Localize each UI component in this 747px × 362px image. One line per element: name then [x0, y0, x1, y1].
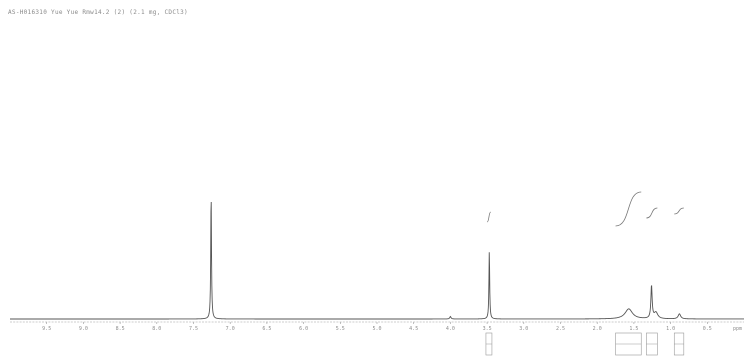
spectrum-title: AS-H016310 Yue Yue Rmw14.2 (2) (2.1 mg, … [8, 9, 188, 16]
x-tick-label: 6.5 [262, 326, 271, 332]
x-tick-label: 4.0 [446, 326, 455, 332]
x-tick-label: 3.5 [483, 326, 492, 332]
x-tick-label: 7.5 [189, 326, 198, 332]
x-tick-label: 5.0 [372, 326, 381, 332]
x-tick-label: 7.0 [226, 326, 235, 332]
x-tick-label: 6.0 [299, 326, 308, 332]
integral-curve [615, 191, 642, 227]
x-tick-label: 2.0 [593, 326, 602, 332]
spectrum-trace [10, 202, 744, 320]
x-tick-label: 4.5 [409, 326, 418, 332]
integral-curve [646, 207, 658, 219]
x-tick-label: 8.0 [152, 326, 161, 332]
x-axis-ticks: 9.5 9.0 8.5 8.0 7.5 7.0 6.5 6.0 5.5 5.0 4.5 4.0 3.5 3… [42, 322, 742, 332]
integration-brackets [485, 332, 685, 356]
x-tick-label: 8.5 [116, 326, 125, 332]
x-tick-label: 2.5 [556, 326, 565, 332]
x-tick-label: 9.5 [42, 326, 51, 332]
x-tick-label: 1.5 [629, 326, 638, 332]
x-tick-label: 1.0 [666, 326, 675, 332]
x-unit-label: ppm [733, 326, 742, 332]
x-tick-label: 3.0 [519, 326, 528, 332]
integral-curve [486, 211, 491, 223]
x-tick-label: 9.0 [79, 326, 88, 332]
integral-curve [674, 207, 684, 215]
integral-curves [486, 191, 684, 227]
x-tick-label: 5.5 [336, 326, 345, 332]
x-tick-label: 0.5 [703, 326, 712, 332]
